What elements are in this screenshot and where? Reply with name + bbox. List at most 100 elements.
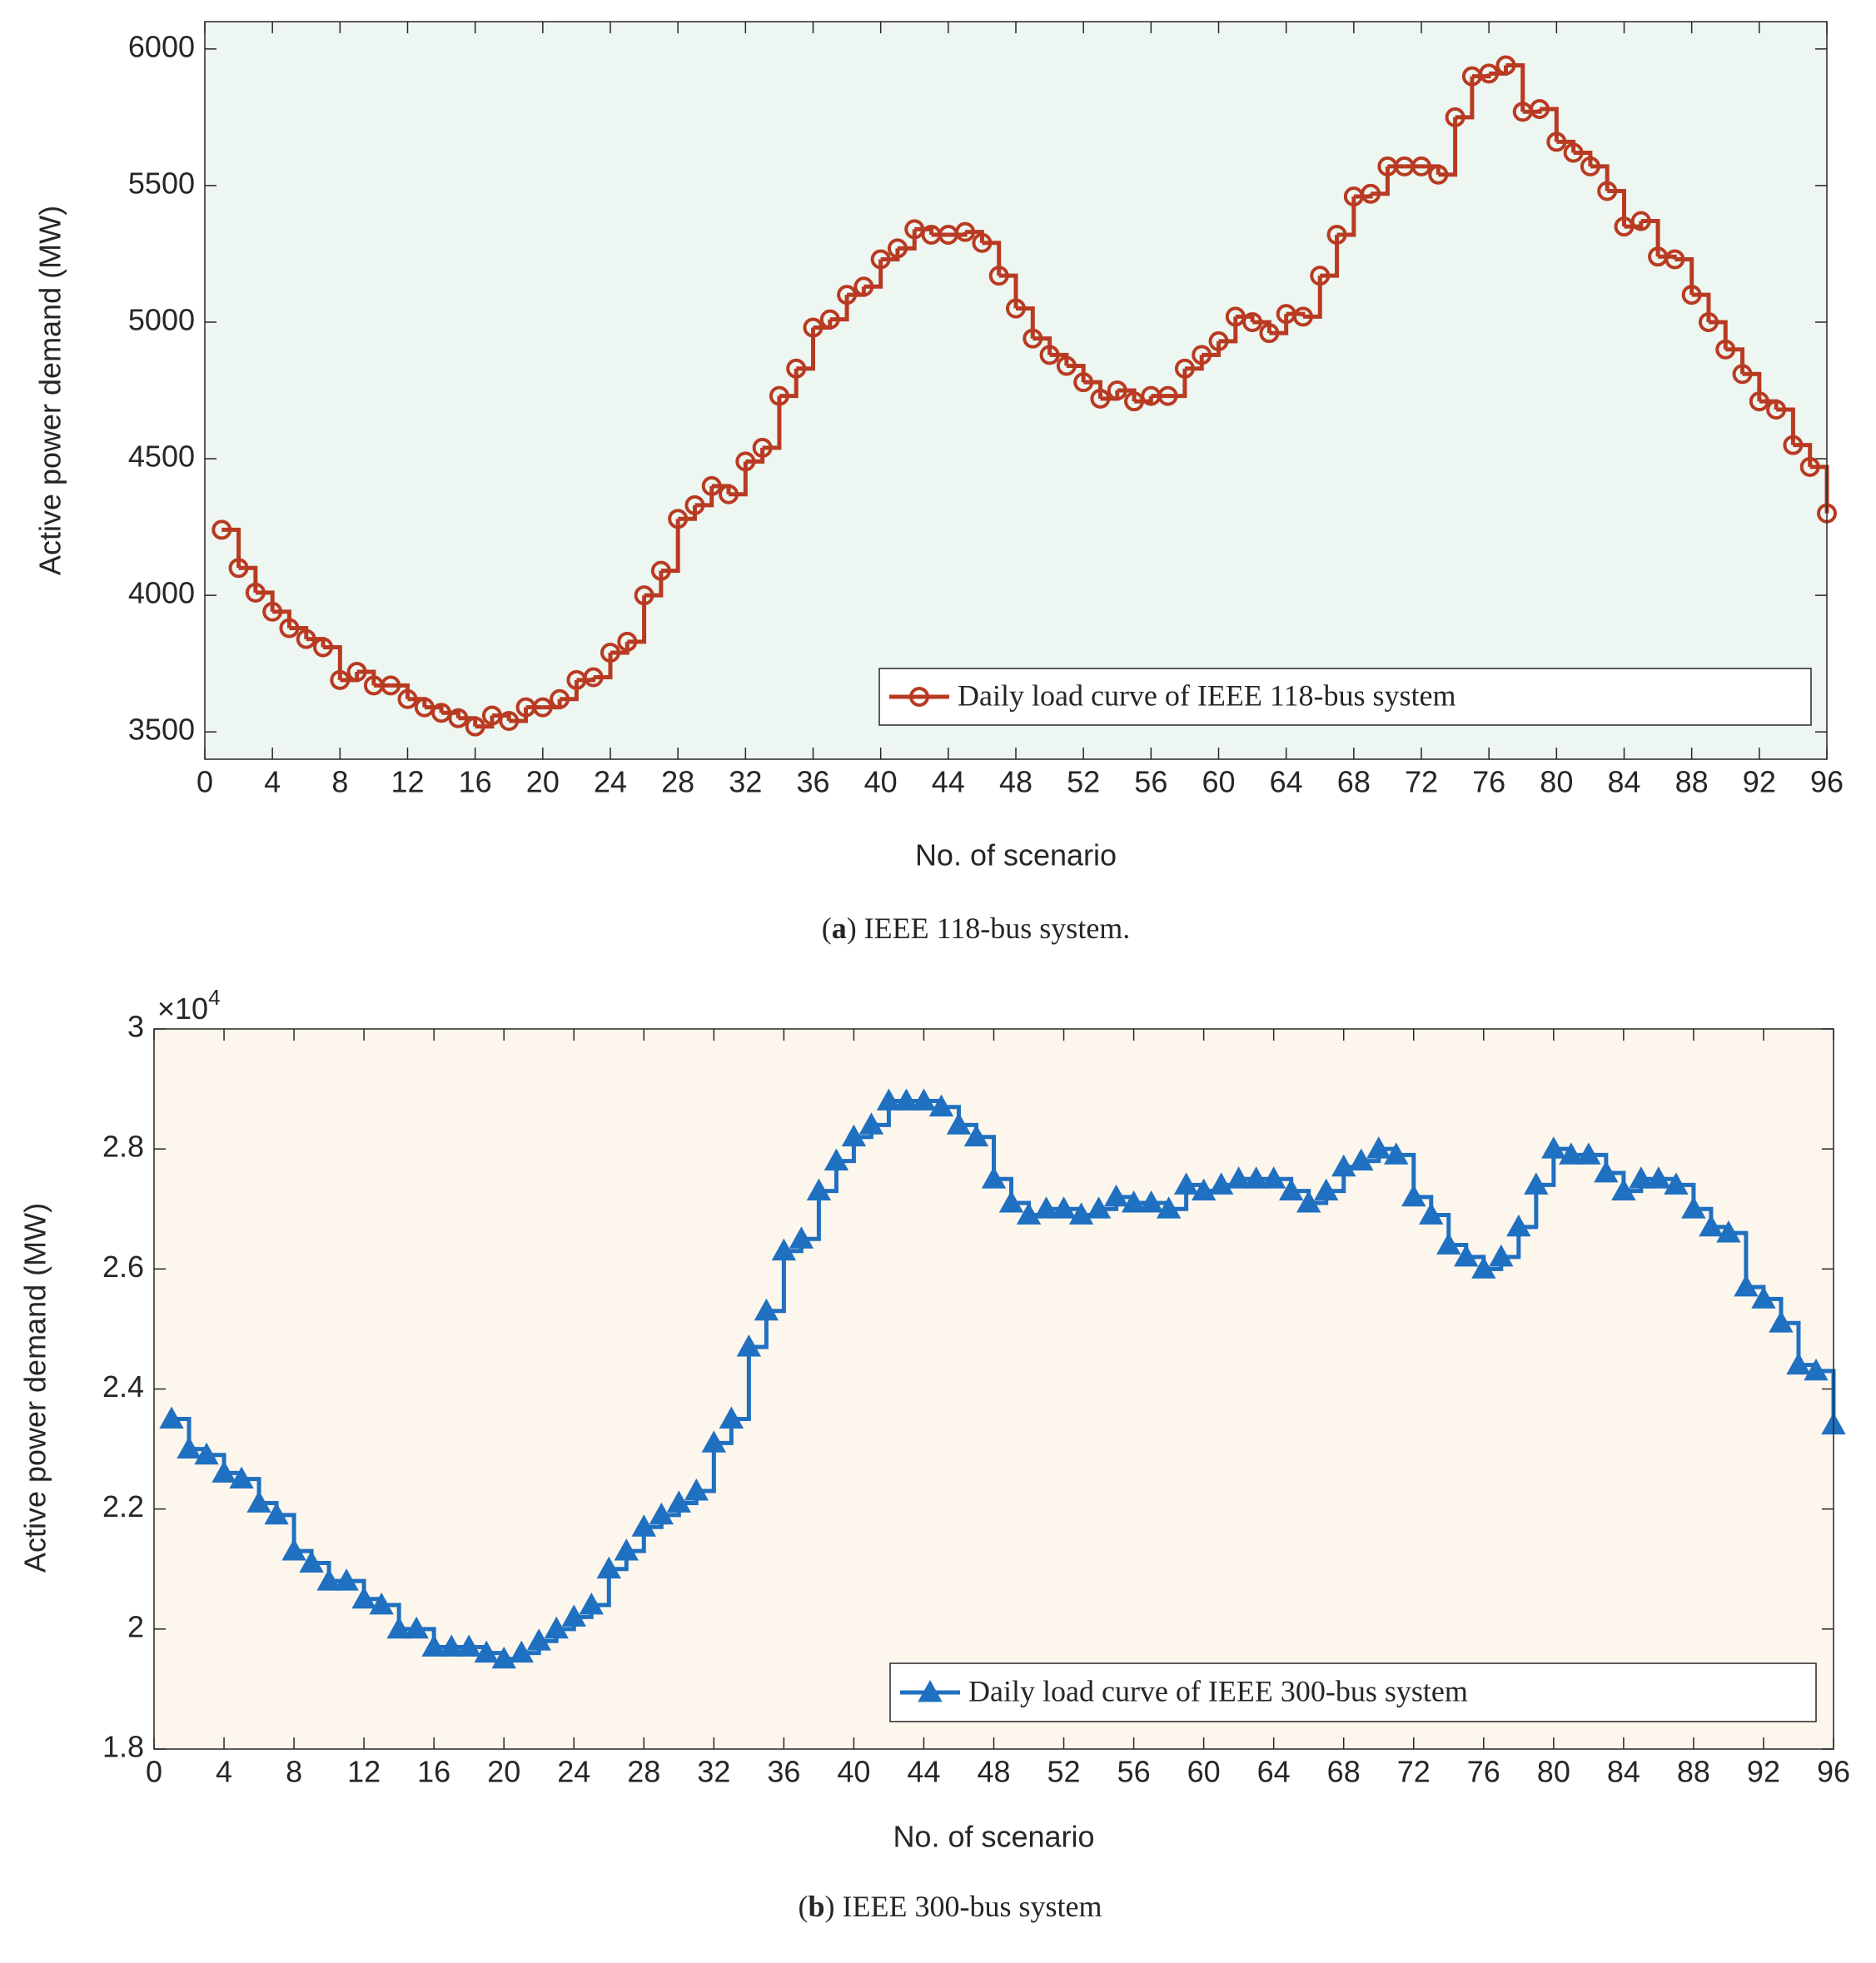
marker [1698,311,1719,332]
marker [1611,1178,1636,1201]
legend-marker [909,687,929,707]
marker [334,1568,359,1591]
x-tick-label: 44 [932,765,965,799]
marker [1732,364,1753,385]
marker [596,1556,621,1579]
caption: (a) IEEE 118-bus system. [822,912,1131,945]
line-segment [289,625,309,639]
line-segment [914,226,934,235]
marker [386,1616,411,1639]
marker [583,667,604,688]
x-tick-label: 52 [1047,1755,1081,1789]
x-tick-label: 40 [864,765,898,799]
x-tick-label: 52 [1067,765,1100,799]
line-segment [1066,363,1086,383]
line-segment [1033,336,1052,355]
x-tick-label: 96 [1810,765,1844,799]
multiplier-exponent: 4 [208,985,220,1010]
marker [1630,211,1651,231]
line-segment [678,504,697,521]
marker [666,1490,692,1513]
marker [806,1178,832,1201]
marker [421,1634,446,1657]
marker [853,276,874,297]
line-segment [1202,340,1221,357]
line-segment [998,273,1018,309]
line-segment [255,590,275,612]
marker [752,437,773,458]
x-tick-label: 88 [1677,1755,1710,1789]
marker [1580,156,1600,176]
marker [1033,1196,1059,1219]
line-segment [1336,196,1356,237]
line-segment [1083,380,1102,399]
y-tick-label: 5000 [128,302,195,336]
marker [1495,55,1516,76]
marker [1349,1148,1374,1170]
x-tick-label: 60 [1187,1755,1221,1789]
marker [981,1166,1007,1189]
x-tick-label: 84 [1607,1755,1640,1789]
marker [1715,339,1736,360]
marker [858,1112,884,1135]
marker [893,1088,919,1111]
y-tick-label: 2 [127,1609,144,1643]
caption: (b) IEEE 300-bus system [799,1890,1102,1923]
x-tick-label: 36 [796,765,829,799]
marker [414,697,435,718]
marker [211,1460,236,1483]
marker [1121,1190,1147,1213]
line-segment [796,327,815,371]
marker [397,688,418,709]
line-segment [610,641,629,655]
marker [1157,385,1178,406]
x-axis-label: No. of scenario [915,838,1117,872]
marker [491,1646,516,1669]
marker [649,1502,674,1525]
line-segment [1556,139,1576,153]
line-segment [762,395,782,450]
line-segment [1252,320,1271,334]
x-tick-label: 20 [487,1755,520,1789]
y-tick-label: 2.8 [102,1130,144,1164]
marker [1479,63,1500,84]
line-segment [627,595,647,644]
x-tick-label: 4 [216,1755,232,1789]
marker [228,558,249,579]
marker [1107,380,1127,400]
x-tick-label: 56 [1117,1755,1151,1789]
y-tick-label: 2.4 [102,1369,144,1404]
x-tick-label: 16 [459,765,492,799]
marker [684,1478,709,1501]
marker [946,1112,972,1135]
marker [1086,1196,1112,1219]
x-tick-label: 16 [417,1755,450,1789]
marker [330,669,351,690]
y-tick-label: 6000 [128,29,195,63]
marker [1243,1166,1269,1189]
line-segment [1522,109,1542,114]
marker [1292,306,1313,327]
marker [1401,1184,1426,1207]
marker [769,385,789,406]
marker [264,1502,289,1525]
marker [431,703,452,723]
marker [1326,224,1347,245]
marker [1073,372,1094,393]
marker [1541,1136,1566,1159]
marker [789,1226,814,1249]
marker [887,238,908,259]
caption-part: b [809,1890,825,1923]
marker [1225,306,1246,327]
x-tick-label: 20 [526,765,560,799]
marker [1331,1154,1356,1177]
marker [1563,142,1584,163]
x-tick-label: 60 [1202,765,1235,799]
marker [1361,183,1381,204]
y-tick-label: 4000 [128,576,195,610]
marker [1296,1190,1321,1213]
marker [1559,1142,1584,1165]
marker [1173,1172,1199,1195]
x-tick-label: 72 [1405,765,1438,799]
marker [316,1568,341,1591]
